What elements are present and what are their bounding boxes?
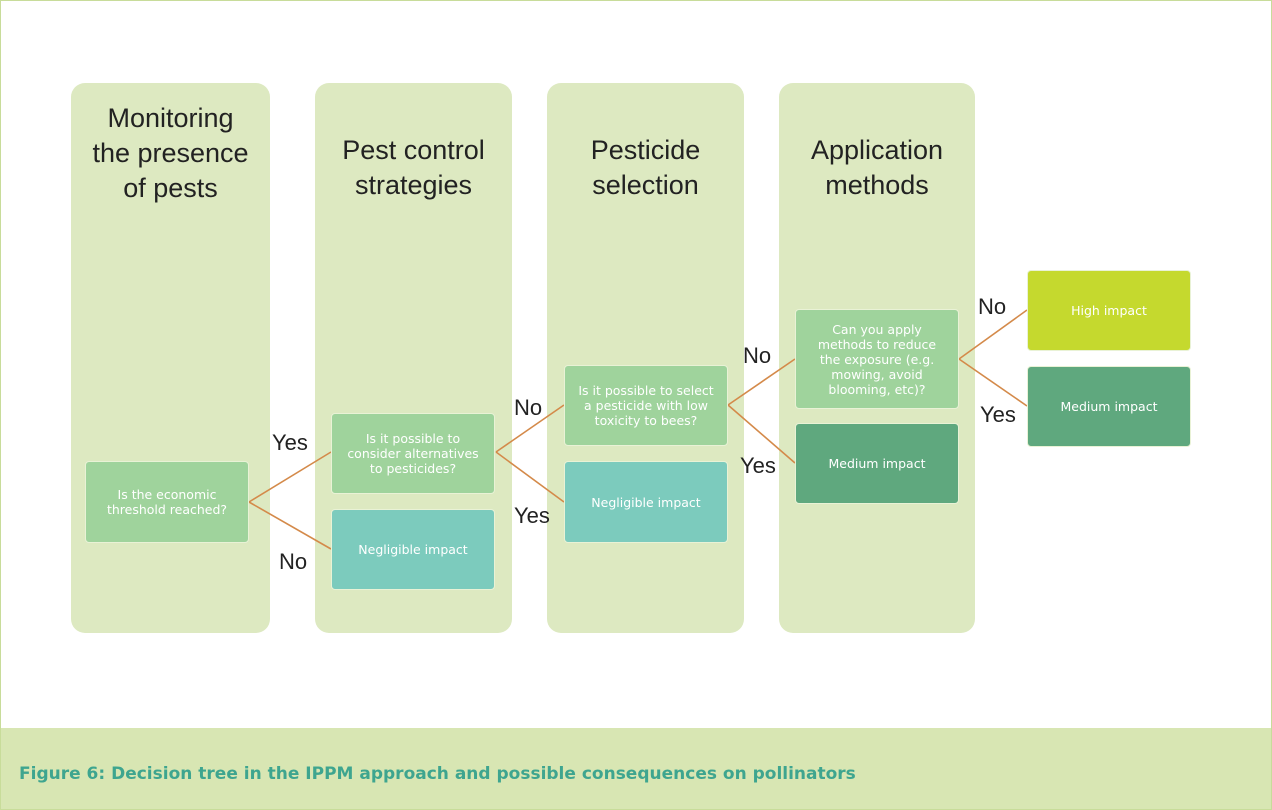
connector bbox=[495, 451, 565, 503]
connector bbox=[248, 501, 332, 550]
outcome-node: Negligible impact bbox=[331, 509, 495, 590]
edge-label: Yes bbox=[514, 503, 550, 528]
connector bbox=[248, 451, 332, 503]
caption-bar: Figure 6: Decision tree in the IPPM appr… bbox=[1, 728, 1271, 809]
outcome-node: Negligible impact bbox=[564, 461, 728, 543]
edge-label: No bbox=[978, 294, 1007, 319]
outcome-node: Medium impact bbox=[1027, 366, 1191, 447]
question-node: Is it possible to select a pesticide wit… bbox=[564, 365, 728, 446]
column-title: Monitoring the presence of pests bbox=[92, 103, 249, 203]
connector bbox=[495, 404, 565, 453]
column-title: Pesticide selection bbox=[590, 135, 701, 200]
connector bbox=[958, 358, 1028, 407]
edge-label: Yes bbox=[980, 402, 1016, 427]
question-node: Is the economic threshold reached? bbox=[85, 461, 249, 543]
question-node: Can you apply methods to reduce the expo… bbox=[795, 309, 959, 409]
edge-label: No bbox=[279, 549, 308, 574]
column-title: Pest control strategies bbox=[342, 135, 485, 200]
caption: Figure 6: Decision tree in the IPPM appr… bbox=[19, 764, 856, 784]
question-node: Is it possible to consider alternatives … bbox=[331, 413, 495, 494]
connector bbox=[727, 358, 796, 406]
outcome-node: High impact bbox=[1027, 270, 1191, 351]
edge-label: No bbox=[514, 395, 543, 420]
edge-label: Yes bbox=[272, 430, 308, 455]
edge-label: Yes bbox=[740, 453, 776, 478]
edge-label: No bbox=[743, 343, 772, 368]
column-title: Application methods bbox=[810, 135, 944, 200]
outcome-node: Medium impact bbox=[795, 423, 959, 504]
connector bbox=[727, 404, 796, 464]
connector bbox=[958, 309, 1028, 360]
